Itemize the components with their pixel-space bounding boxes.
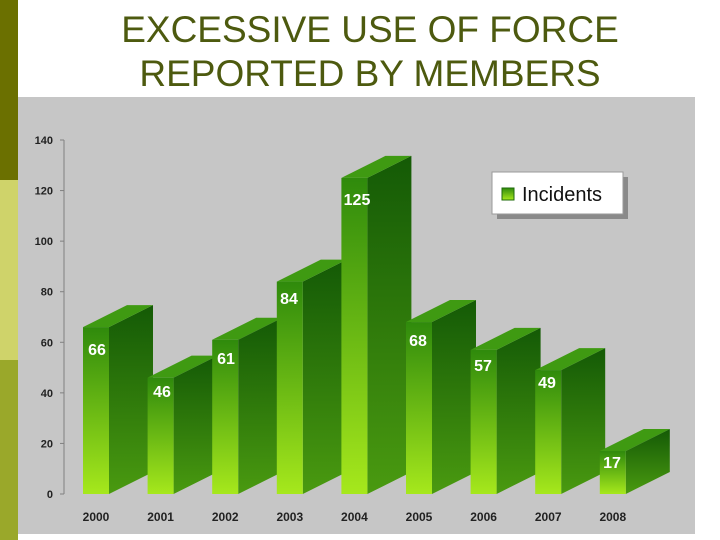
x-tick-label: 2001 [147, 510, 174, 524]
bar-front [276, 281, 303, 494]
bar-front [535, 370, 562, 494]
bar-front [470, 349, 497, 494]
data-label: 49 [538, 375, 556, 392]
data-label: 57 [474, 358, 492, 375]
bar-top [470, 327, 541, 350]
y-tick-label: 80 [41, 287, 53, 299]
x-tick-label: 2007 [535, 510, 562, 524]
bar-side [367, 155, 412, 494]
decor-strip-mid [0, 180, 18, 360]
legend-label: Incidents [522, 184, 602, 206]
decor-strip-bottom [0, 360, 18, 540]
bar-2004 [341, 155, 412, 494]
data-label: 17 [603, 455, 621, 472]
bar-side [302, 259, 347, 494]
bar-top [599, 429, 670, 452]
y-tick-label: 20 [41, 438, 53, 450]
bar-front [341, 177, 368, 494]
data-label: 46 [153, 384, 171, 401]
bar-side [561, 348, 606, 494]
y-tick-label: 140 [35, 135, 53, 147]
bar-top [341, 155, 412, 178]
legend-swatch [501, 187, 515, 201]
bar-2002 [212, 317, 283, 494]
bar-top [276, 259, 347, 282]
bar-front [212, 339, 239, 494]
bar-side [173, 355, 218, 494]
y-tick-label: 100 [35, 236, 53, 248]
bar-side [238, 317, 283, 494]
x-tick-label: 2004 [341, 510, 368, 524]
bar-top [147, 355, 218, 378]
x-tick-label: 2002 [212, 510, 239, 524]
bar-top [406, 300, 476, 323]
data-label: 61 [217, 351, 235, 368]
bar-front [147, 377, 174, 494]
decor-strip-top [0, 0, 18, 180]
page-title: EXCESSIVE USE OF FORCE REPORTED BY MEMBE… [20, 8, 720, 96]
bar-2005 [406, 300, 476, 494]
bar-front [406, 322, 432, 494]
bar-top [535, 348, 606, 371]
bar-side [432, 300, 476, 494]
y-tick-label: 40 [41, 388, 53, 400]
bar-2003 [276, 259, 347, 494]
y-tick-label: 60 [41, 337, 53, 349]
bar-top [83, 305, 153, 328]
x-tick-label: 2006 [470, 510, 497, 524]
bar-2008 [599, 429, 670, 494]
bar-front [599, 451, 626, 494]
bar-side [496, 327, 541, 494]
bar-side [625, 429, 670, 494]
bar-side [109, 305, 153, 494]
x-tick-label: 2000 [83, 510, 110, 524]
bar-2006 [470, 327, 541, 494]
legend: Incidents [491, 171, 628, 219]
x-tick-label: 2008 [599, 510, 626, 524]
bar-2007 [535, 348, 606, 494]
x-tick-label: 2003 [276, 510, 303, 524]
data-label: 66 [88, 342, 106, 359]
bar-2000 [83, 305, 153, 494]
y-tick-label: 0 [47, 489, 53, 501]
title-line-1: EXCESSIVE USE OF FORCE [121, 9, 619, 50]
data-label: 84 [280, 291, 298, 308]
bar-top [212, 317, 283, 340]
data-label: 68 [409, 333, 427, 350]
y-tick-label: 120 [35, 186, 53, 198]
x-tick-label: 2005 [406, 510, 433, 524]
bar-2001 [147, 355, 218, 494]
data-label: 125 [344, 192, 371, 209]
bar-front [83, 327, 109, 494]
title-line-2: REPORTED BY MEMBERS [139, 53, 601, 94]
